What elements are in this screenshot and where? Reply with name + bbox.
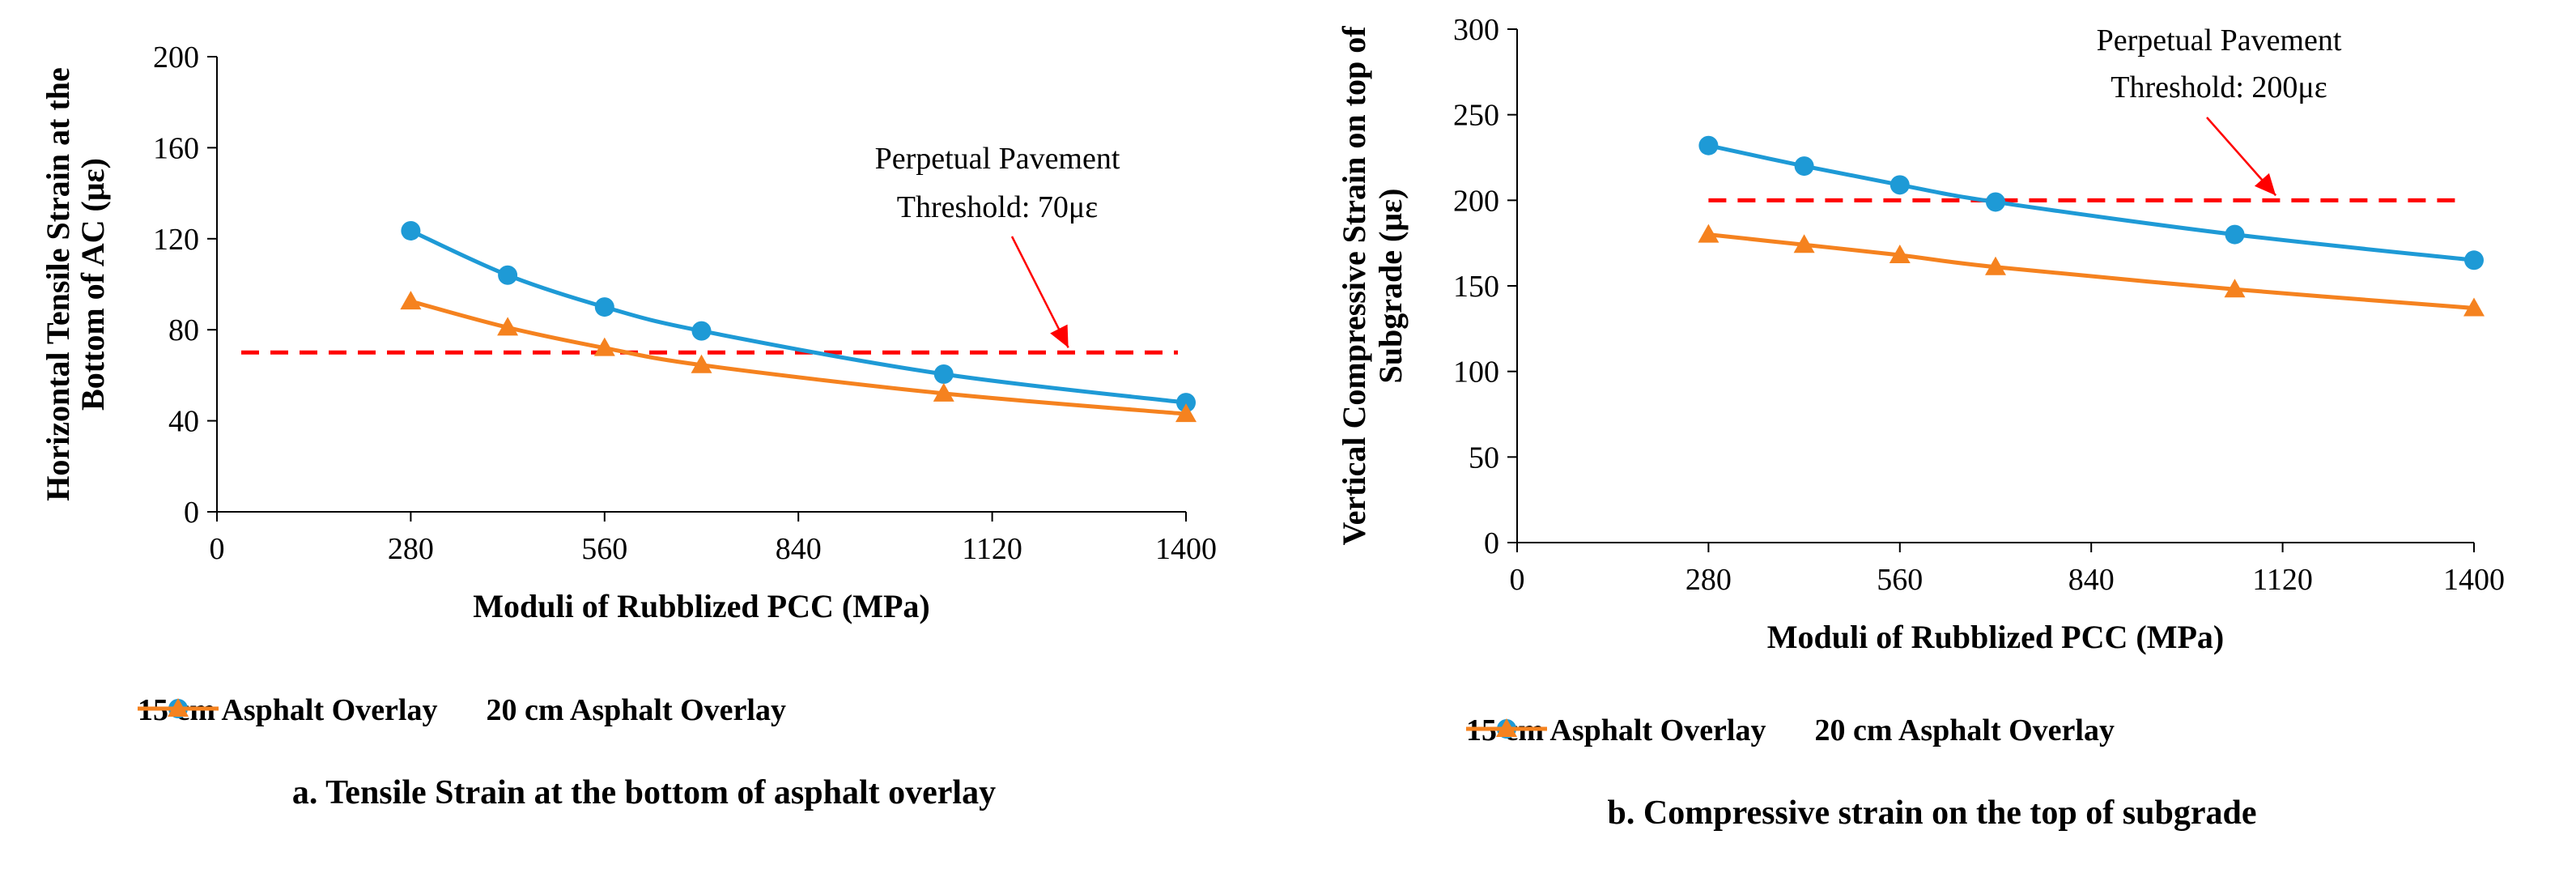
legend-marker-triangle-icon: [1466, 718, 1547, 737]
data-point: [594, 297, 614, 317]
caption-a: a. Tensile Strain at the bottom of aspha…: [291, 774, 997, 811]
y-tick-label: 200: [153, 40, 199, 75]
data-point: [2224, 279, 2246, 298]
x-tick-label: 0: [210, 532, 225, 566]
y-axis-label: Subgrade (με): [1372, 189, 1409, 384]
figure-a: 0 40 80 120 160 200 0 280 560 840 1120 1400 Moduli o…: [40, 40, 1217, 811]
data-point: [1698, 135, 1719, 155]
x-axis-label: Moduli of Rubblized PCC (MPa): [473, 588, 929, 624]
data-point: [498, 265, 518, 285]
legend-label-20cm: 20 cm Asphalt Overlay: [1814, 713, 2115, 747]
y-tick-label: 100: [1453, 356, 1499, 390]
x-tick-label: 280: [1685, 563, 1732, 597]
legend-item-20cm: 20 cm Asphalt Overlay: [138, 692, 786, 728]
data-point: [1985, 256, 2006, 275]
x-tick-label: 1120: [2252, 563, 2313, 597]
data-point: [691, 354, 712, 373]
data-point: [933, 382, 954, 402]
data-point: [1175, 403, 1197, 423]
y-tick-label: 50: [1469, 441, 1499, 475]
threshold-arrowhead: [2254, 172, 2276, 196]
chart-b: 0 50 100 150 200 250 300 0 280 560 840 1120 1400 Modu…: [1336, 13, 2505, 655]
data-point: [2463, 297, 2485, 317]
data-point: [1794, 156, 1814, 177]
data-point: [1986, 192, 2005, 212]
y-tick-label: 0: [1484, 526, 1499, 560]
legend-a: 15 cm Asphalt Overlay 20 cm Asphalt Over…: [138, 692, 786, 728]
y-tick-label: 40: [168, 405, 199, 439]
y-tick-label: 300: [1453, 13, 1499, 47]
data-point: [1889, 244, 1911, 263]
threshold-label: Perpetual Pavement: [875, 142, 1120, 176]
threshold-label: Perpetual Pavement: [2097, 23, 2342, 57]
threshold-label: Threshold: 70με: [897, 190, 1098, 224]
chart-a: 0 40 80 120 160 200 0 280 560 840 1120 1400 Moduli o…: [40, 40, 1217, 624]
x-tick-label: 560: [1877, 563, 1923, 597]
data-point: [1793, 234, 1815, 253]
data-point: [2225, 224, 2245, 245]
y-axis-label: Bottom of AC (με): [74, 158, 111, 411]
y-tick-label: 120: [153, 223, 199, 257]
x-tick-label: 840: [776, 532, 822, 566]
legend-label-20cm: 20 cm Asphalt Overlay: [486, 693, 786, 727]
data-point: [593, 337, 615, 356]
caption-b: b. Compressive strain on the top of subg…: [1607, 794, 2257, 832]
y-axis-label: Vertical Compressive Strain on top of: [1336, 26, 1372, 546]
y-tick-label: 160: [153, 131, 199, 165]
legend-b: 15 cm Asphalt Overlay 20 cm Asphalt Over…: [1466, 713, 2115, 748]
legend-item-20cm: 20 cm Asphalt Overlay: [1466, 713, 2115, 748]
x-tick-label: 560: [581, 532, 627, 566]
y-tick-label: 150: [1453, 270, 1499, 304]
y-axis-label: Horizontal Tensile Strain at the: [40, 67, 76, 501]
x-tick-label: 280: [388, 532, 434, 566]
data-point: [1176, 393, 1196, 413]
x-axis-label: Moduli of Rubblized PCC (MPa): [1767, 619, 2224, 655]
threshold-arrowhead: [1050, 324, 1069, 348]
y-tick-label: 200: [1453, 184, 1499, 218]
legend-marker-triangle-icon: [138, 698, 219, 717]
y-tick-label: 0: [184, 496, 199, 530]
series-line: [1708, 232, 2475, 310]
series-line: [410, 299, 1187, 416]
y-tick-label: 250: [1453, 99, 1499, 133]
x-tick-label: 1120: [962, 532, 1022, 566]
data-point: [691, 321, 712, 341]
data-point: [400, 291, 422, 310]
data-point: [1889, 175, 1910, 195]
data-point: [933, 364, 954, 384]
data-point: [401, 220, 421, 241]
x-tick-label: 840: [2068, 563, 2115, 597]
series-line: [1707, 143, 2475, 262]
data-point: [1698, 224, 1719, 243]
data-point: [2464, 250, 2484, 270]
x-tick-label: 1400: [2443, 563, 2505, 597]
threshold-label: Threshold: 200με: [2111, 70, 2327, 104]
x-tick-label: 1400: [1155, 532, 1217, 566]
data-point: [497, 317, 519, 336]
figure-b: 0 50 100 150 200 250 300 0 280 560 840 1120 1400 Modu…: [1288, 0, 2576, 873]
y-tick-label: 80: [168, 313, 199, 347]
x-tick-label: 0: [1510, 563, 1525, 597]
